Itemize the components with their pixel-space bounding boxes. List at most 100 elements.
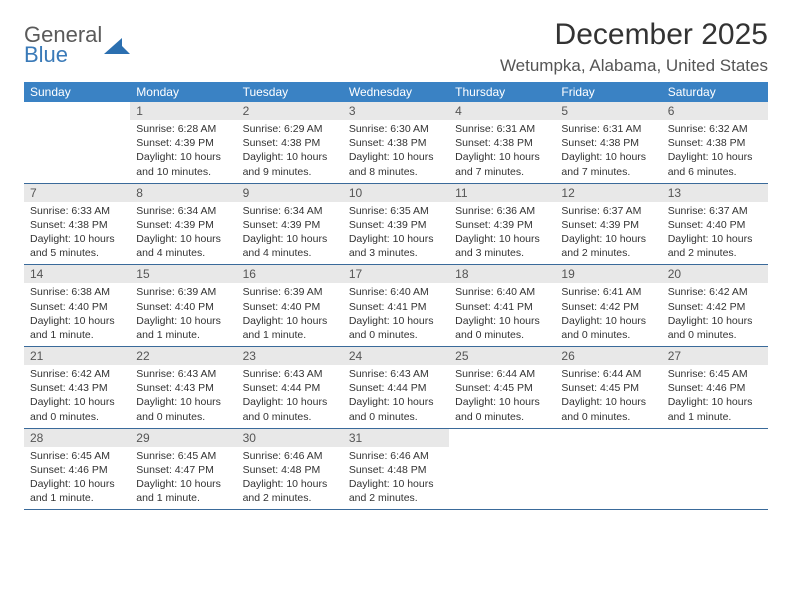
- month-title: December 2025: [500, 18, 768, 52]
- day-body: Sunrise: 6:32 AMSunset: 4:38 PMDaylight:…: [662, 120, 768, 183]
- day-number: 26: [555, 347, 661, 365]
- sunrise-text: Sunrise: 6:33 AM: [30, 204, 124, 218]
- sunset-text: Sunset: 4:39 PM: [455, 218, 549, 232]
- sunset-text: Sunset: 4:39 PM: [136, 218, 230, 232]
- day-cell: 10Sunrise: 6:35 AMSunset: 4:39 PMDayligh…: [343, 184, 449, 265]
- day-cell: 16Sunrise: 6:39 AMSunset: 4:40 PMDayligh…: [237, 265, 343, 346]
- day-body: Sunrise: 6:36 AMSunset: 4:39 PMDaylight:…: [449, 202, 555, 265]
- sunset-text: Sunset: 4:38 PM: [349, 136, 443, 150]
- day-cell: 4Sunrise: 6:31 AMSunset: 4:38 PMDaylight…: [449, 102, 555, 183]
- daylight-text: Daylight: 10 hours and 0 minutes.: [243, 395, 337, 423]
- day-cell: 3Sunrise: 6:30 AMSunset: 4:38 PMDaylight…: [343, 102, 449, 183]
- sunrise-text: Sunrise: 6:37 AM: [561, 204, 655, 218]
- day-cell: 9Sunrise: 6:34 AMSunset: 4:39 PMDaylight…: [237, 184, 343, 265]
- daylight-text: Daylight: 10 hours and 2 minutes.: [349, 477, 443, 505]
- day-cell: [662, 429, 768, 510]
- day-cell: [555, 429, 661, 510]
- day-cell: 18Sunrise: 6:40 AMSunset: 4:41 PMDayligh…: [449, 265, 555, 346]
- sunset-text: Sunset: 4:38 PM: [30, 218, 124, 232]
- sunrise-text: Sunrise: 6:43 AM: [349, 367, 443, 381]
- day-number: 24: [343, 347, 449, 365]
- logo-line2: Blue: [24, 44, 102, 66]
- day-number: 23: [237, 347, 343, 365]
- sunrise-text: Sunrise: 6:39 AM: [136, 285, 230, 299]
- day-number: 16: [237, 265, 343, 283]
- daylight-text: Daylight: 10 hours and 0 minutes.: [668, 314, 762, 342]
- calendar-grid: Sunday Monday Tuesday Wednesday Thursday…: [24, 82, 768, 510]
- sunrise-text: Sunrise: 6:38 AM: [30, 285, 124, 299]
- sunset-text: Sunset: 4:41 PM: [349, 300, 443, 314]
- day-body: Sunrise: 6:39 AMSunset: 4:40 PMDaylight:…: [130, 283, 236, 346]
- dow-wednesday: Wednesday: [343, 82, 449, 102]
- day-number: 8: [130, 184, 236, 202]
- day-number: [24, 102, 130, 106]
- sunset-text: Sunset: 4:45 PM: [455, 381, 549, 395]
- day-body: Sunrise: 6:31 AMSunset: 4:38 PMDaylight:…: [555, 120, 661, 183]
- title-block: December 2025 Wetumpka, Alabama, United …: [500, 18, 768, 76]
- sunset-text: Sunset: 4:42 PM: [561, 300, 655, 314]
- sunset-text: Sunset: 4:48 PM: [349, 463, 443, 477]
- daylight-text: Daylight: 10 hours and 4 minutes.: [136, 232, 230, 260]
- daylight-text: Daylight: 10 hours and 3 minutes.: [455, 232, 549, 260]
- day-number: 1: [130, 102, 236, 120]
- day-number: 30: [237, 429, 343, 447]
- day-number: 10: [343, 184, 449, 202]
- day-body: Sunrise: 6:46 AMSunset: 4:48 PMDaylight:…: [237, 447, 343, 510]
- sunset-text: Sunset: 4:40 PM: [668, 218, 762, 232]
- day-cell: 12Sunrise: 6:37 AMSunset: 4:39 PMDayligh…: [555, 184, 661, 265]
- day-cell: 11Sunrise: 6:36 AMSunset: 4:39 PMDayligh…: [449, 184, 555, 265]
- sunrise-text: Sunrise: 6:42 AM: [30, 367, 124, 381]
- day-body: Sunrise: 6:45 AMSunset: 4:47 PMDaylight:…: [130, 447, 236, 510]
- day-number: [662, 429, 768, 433]
- location-label: Wetumpka, Alabama, United States: [500, 56, 768, 76]
- logo-triangle-icon: [104, 36, 130, 56]
- day-body: Sunrise: 6:29 AMSunset: 4:38 PMDaylight:…: [237, 120, 343, 183]
- sunrise-text: Sunrise: 6:46 AM: [243, 449, 337, 463]
- sunrise-text: Sunrise: 6:28 AM: [136, 122, 230, 136]
- sunrise-text: Sunrise: 6:32 AM: [668, 122, 762, 136]
- daylight-text: Daylight: 10 hours and 2 minutes.: [243, 477, 337, 505]
- day-cell: 25Sunrise: 6:44 AMSunset: 4:45 PMDayligh…: [449, 347, 555, 428]
- day-cell: 8Sunrise: 6:34 AMSunset: 4:39 PMDaylight…: [130, 184, 236, 265]
- day-number: 4: [449, 102, 555, 120]
- day-number: 17: [343, 265, 449, 283]
- sunset-text: Sunset: 4:39 PM: [136, 136, 230, 150]
- day-cell: 29Sunrise: 6:45 AMSunset: 4:47 PMDayligh…: [130, 429, 236, 510]
- day-cell: 1Sunrise: 6:28 AMSunset: 4:39 PMDaylight…: [130, 102, 236, 183]
- daylight-text: Daylight: 10 hours and 8 minutes.: [349, 150, 443, 178]
- day-body: Sunrise: 6:46 AMSunset: 4:48 PMDaylight:…: [343, 447, 449, 510]
- day-cell: 31Sunrise: 6:46 AMSunset: 4:48 PMDayligh…: [343, 429, 449, 510]
- day-number: 11: [449, 184, 555, 202]
- sunrise-text: Sunrise: 6:39 AM: [243, 285, 337, 299]
- sunrise-text: Sunrise: 6:44 AM: [455, 367, 549, 381]
- day-cell: 27Sunrise: 6:45 AMSunset: 4:46 PMDayligh…: [662, 347, 768, 428]
- sunrise-text: Sunrise: 6:42 AM: [668, 285, 762, 299]
- sunset-text: Sunset: 4:42 PM: [668, 300, 762, 314]
- sunset-text: Sunset: 4:48 PM: [243, 463, 337, 477]
- day-number: 25: [449, 347, 555, 365]
- sunset-text: Sunset: 4:39 PM: [561, 218, 655, 232]
- day-number: 29: [130, 429, 236, 447]
- sunset-text: Sunset: 4:46 PM: [30, 463, 124, 477]
- day-cell: 14Sunrise: 6:38 AMSunset: 4:40 PMDayligh…: [24, 265, 130, 346]
- day-number: 27: [662, 347, 768, 365]
- daylight-text: Daylight: 10 hours and 5 minutes.: [30, 232, 124, 260]
- sunrise-text: Sunrise: 6:43 AM: [243, 367, 337, 381]
- page-header: General Blue December 2025 Wetumpka, Ala…: [24, 18, 768, 76]
- calendar-page: General Blue December 2025 Wetumpka, Ala…: [0, 0, 792, 528]
- day-body: Sunrise: 6:45 AMSunset: 4:46 PMDaylight:…: [662, 365, 768, 428]
- day-body: Sunrise: 6:37 AMSunset: 4:39 PMDaylight:…: [555, 202, 661, 265]
- logo-text: General Blue: [24, 24, 102, 66]
- day-cell: 13Sunrise: 6:37 AMSunset: 4:40 PMDayligh…: [662, 184, 768, 265]
- sunset-text: Sunset: 4:38 PM: [561, 136, 655, 150]
- daylight-text: Daylight: 10 hours and 0 minutes.: [30, 395, 124, 423]
- daylight-text: Daylight: 10 hours and 7 minutes.: [455, 150, 549, 178]
- day-number: 20: [662, 265, 768, 283]
- dow-thursday: Thursday: [449, 82, 555, 102]
- day-cell: 15Sunrise: 6:39 AMSunset: 4:40 PMDayligh…: [130, 265, 236, 346]
- day-number: [555, 429, 661, 433]
- day-number: 14: [24, 265, 130, 283]
- daylight-text: Daylight: 10 hours and 2 minutes.: [668, 232, 762, 260]
- logo: General Blue: [24, 24, 130, 66]
- day-body: Sunrise: 6:28 AMSunset: 4:39 PMDaylight:…: [130, 120, 236, 183]
